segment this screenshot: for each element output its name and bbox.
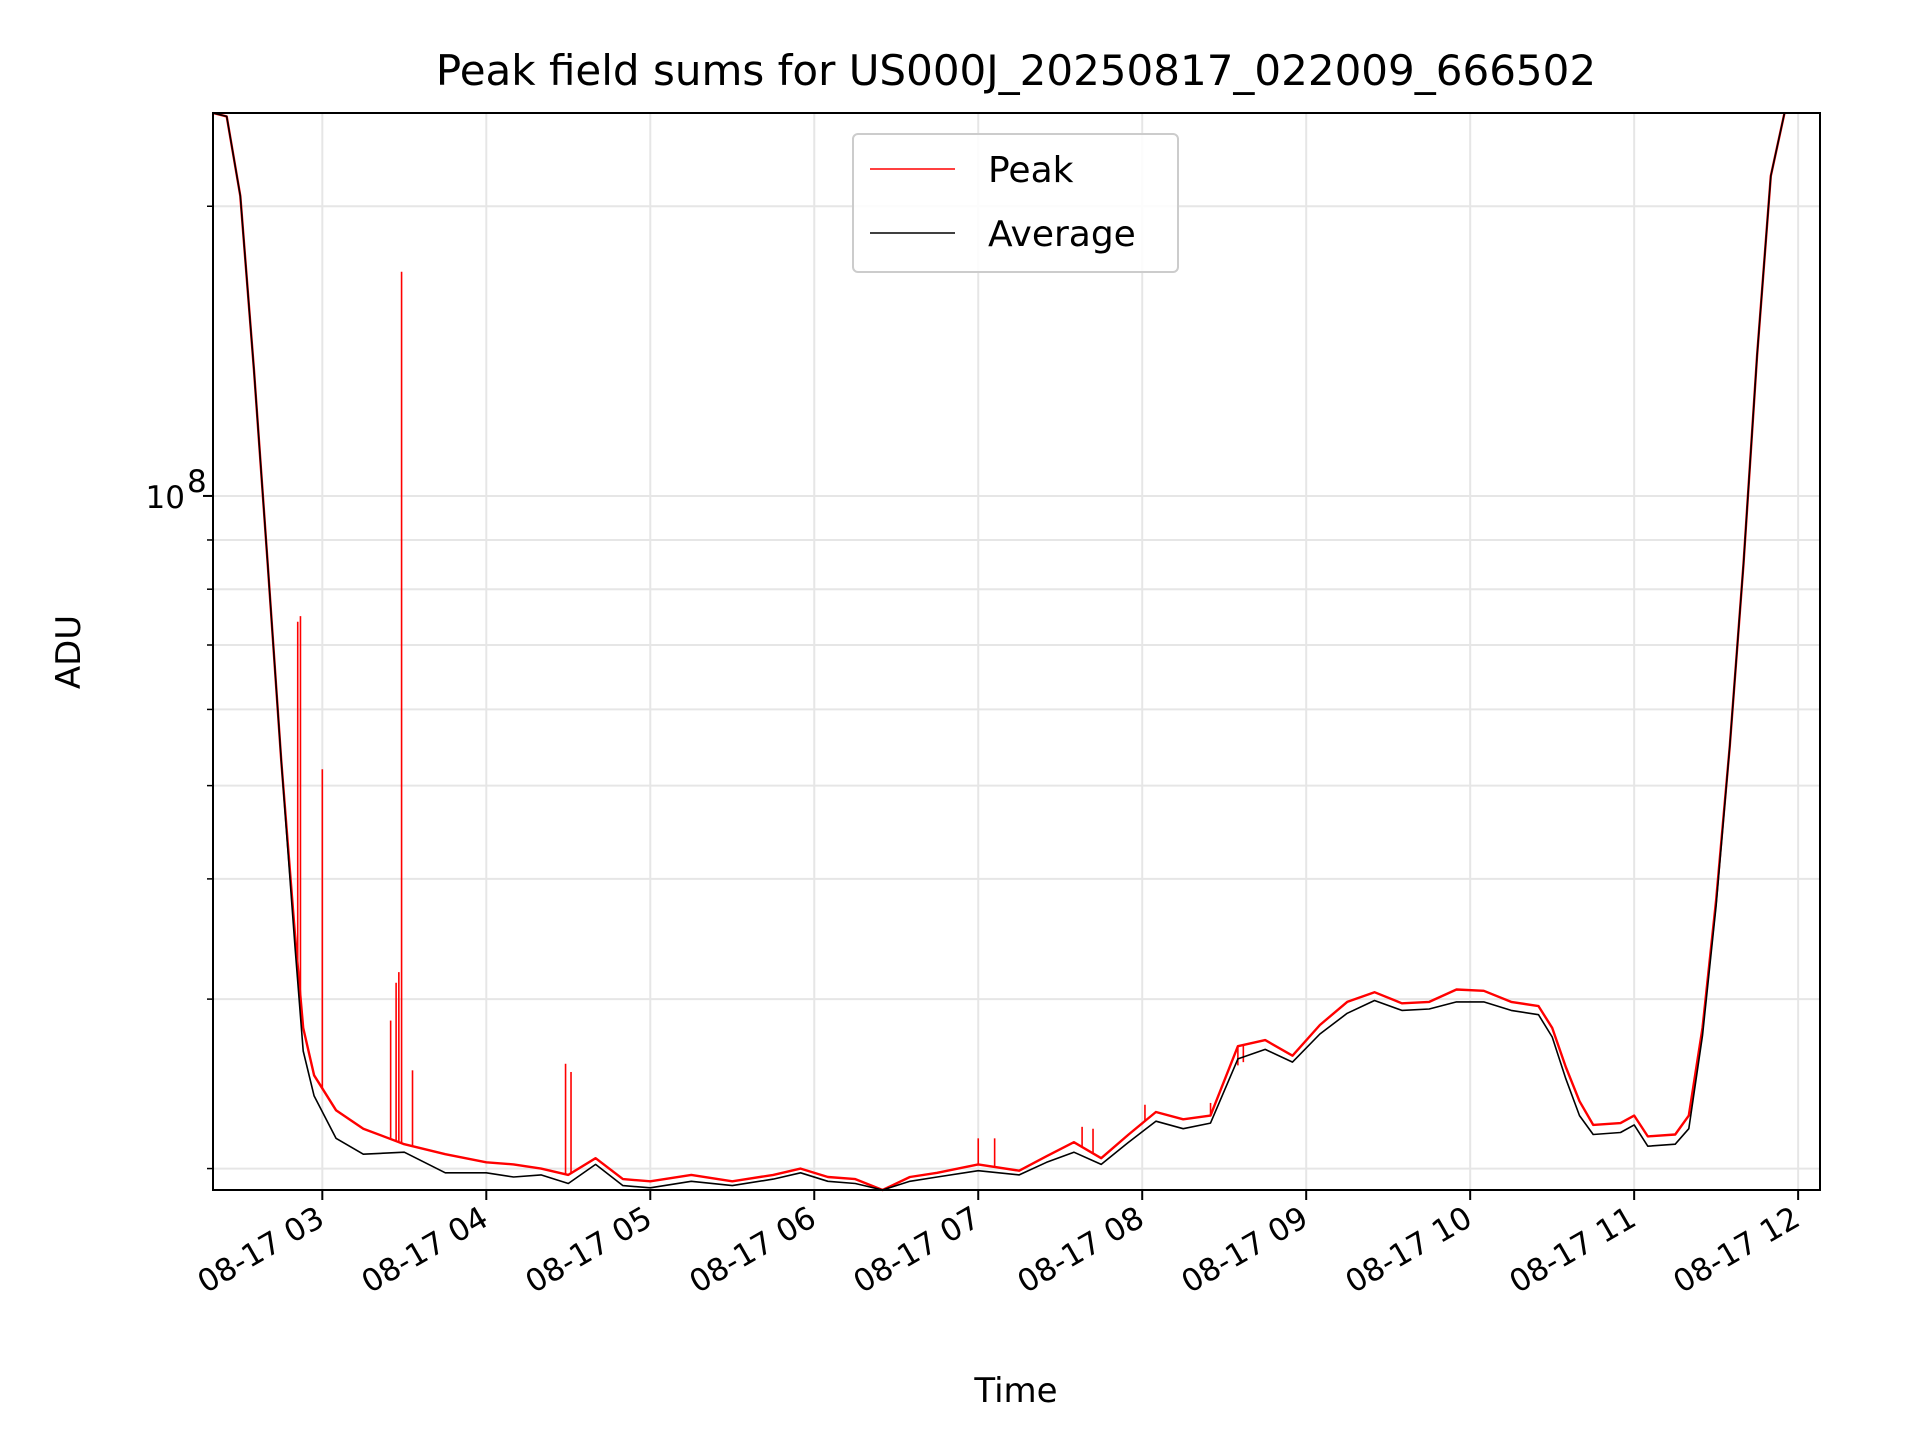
legend: Peak Average bbox=[852, 133, 1179, 273]
y-tick-exponent: 8 bbox=[187, 464, 207, 500]
y-axis-label: ADU bbox=[49, 615, 89, 689]
average-series-line bbox=[212, 112, 1786, 1191]
series-layer bbox=[212, 111, 1786, 1192]
grid-layer bbox=[213, 113, 1820, 1190]
chart-title: Peak field sums for US000J_20250817_0220… bbox=[436, 46, 1596, 95]
plot-frame bbox=[212, 112, 1821, 1191]
legend-peak-label: Peak bbox=[988, 150, 1074, 191]
legend-average-label: Average bbox=[988, 214, 1136, 255]
y-tick-label: 10 bbox=[146, 480, 185, 516]
peak-series-line bbox=[212, 111, 1786, 1192]
x-axis-label: Time bbox=[973, 1371, 1057, 1411]
